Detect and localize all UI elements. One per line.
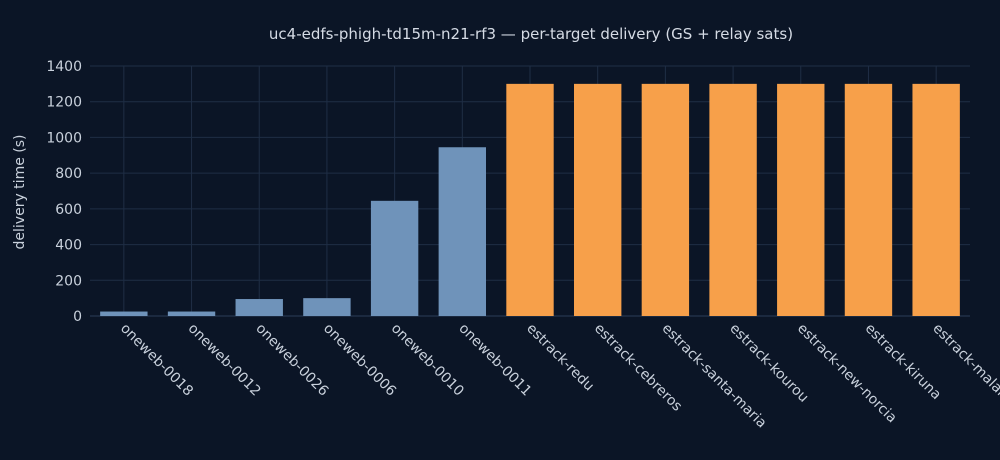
chart-title: uc4-edfs-phigh-td15m-n21-rf3 — per-targe… — [269, 25, 793, 43]
x-tick-label: oneweb-0018 — [117, 321, 196, 400]
bar-oneweb-0018 — [100, 311, 148, 316]
bar-estrack-malargue — [912, 83, 960, 316]
bar-estrack-kourou — [709, 83, 757, 316]
y-tick-label: 1000 — [46, 130, 82, 146]
bar-oneweb-0026 — [235, 299, 283, 316]
y-tick-label: 800 — [55, 166, 82, 182]
y-tick-label: 1400 — [46, 59, 82, 75]
bars — [100, 83, 960, 316]
x-tick-label: oneweb-0026 — [252, 321, 331, 400]
bar-oneweb-0010 — [370, 200, 419, 316]
bar-estrack-cebreros — [574, 83, 622, 316]
x-tick-label: estrack-malargue — [929, 321, 1000, 419]
y-tick-label: 200 — [55, 273, 82, 289]
bar-estrack-santa-maria — [641, 83, 690, 316]
x-tick-label: oneweb-0010 — [388, 321, 467, 400]
y-tick-label: 1200 — [46, 95, 82, 111]
x-tick-label: oneweb-0011 — [455, 321, 534, 400]
y-axis-ticks: 0 200 400 600 800 1000 1200 1400 — [46, 59, 82, 325]
x-tick-label: estrack-redu — [523, 321, 597, 395]
y-tick-label: 600 — [55, 202, 82, 218]
bar-oneweb-0006 — [303, 298, 351, 316]
bar-oneweb-0011 — [438, 147, 486, 316]
x-tick-label: oneweb-0006 — [320, 321, 399, 400]
bar-oneweb-0012 — [167, 311, 216, 316]
y-tick-label: 0 — [73, 309, 82, 325]
x-axis-ticks: oneweb-0018oneweb-0012oneweb-0026oneweb-… — [117, 321, 1000, 432]
bar-estrack-new-norcia — [777, 83, 825, 316]
x-tick-label: oneweb-0012 — [185, 321, 264, 400]
y-axis-label: delivery time (s) — [12, 135, 28, 250]
bar-estrack-kiruna — [844, 83, 893, 316]
bar-estrack-redu — [506, 83, 554, 316]
y-tick-label: 400 — [55, 238, 82, 254]
